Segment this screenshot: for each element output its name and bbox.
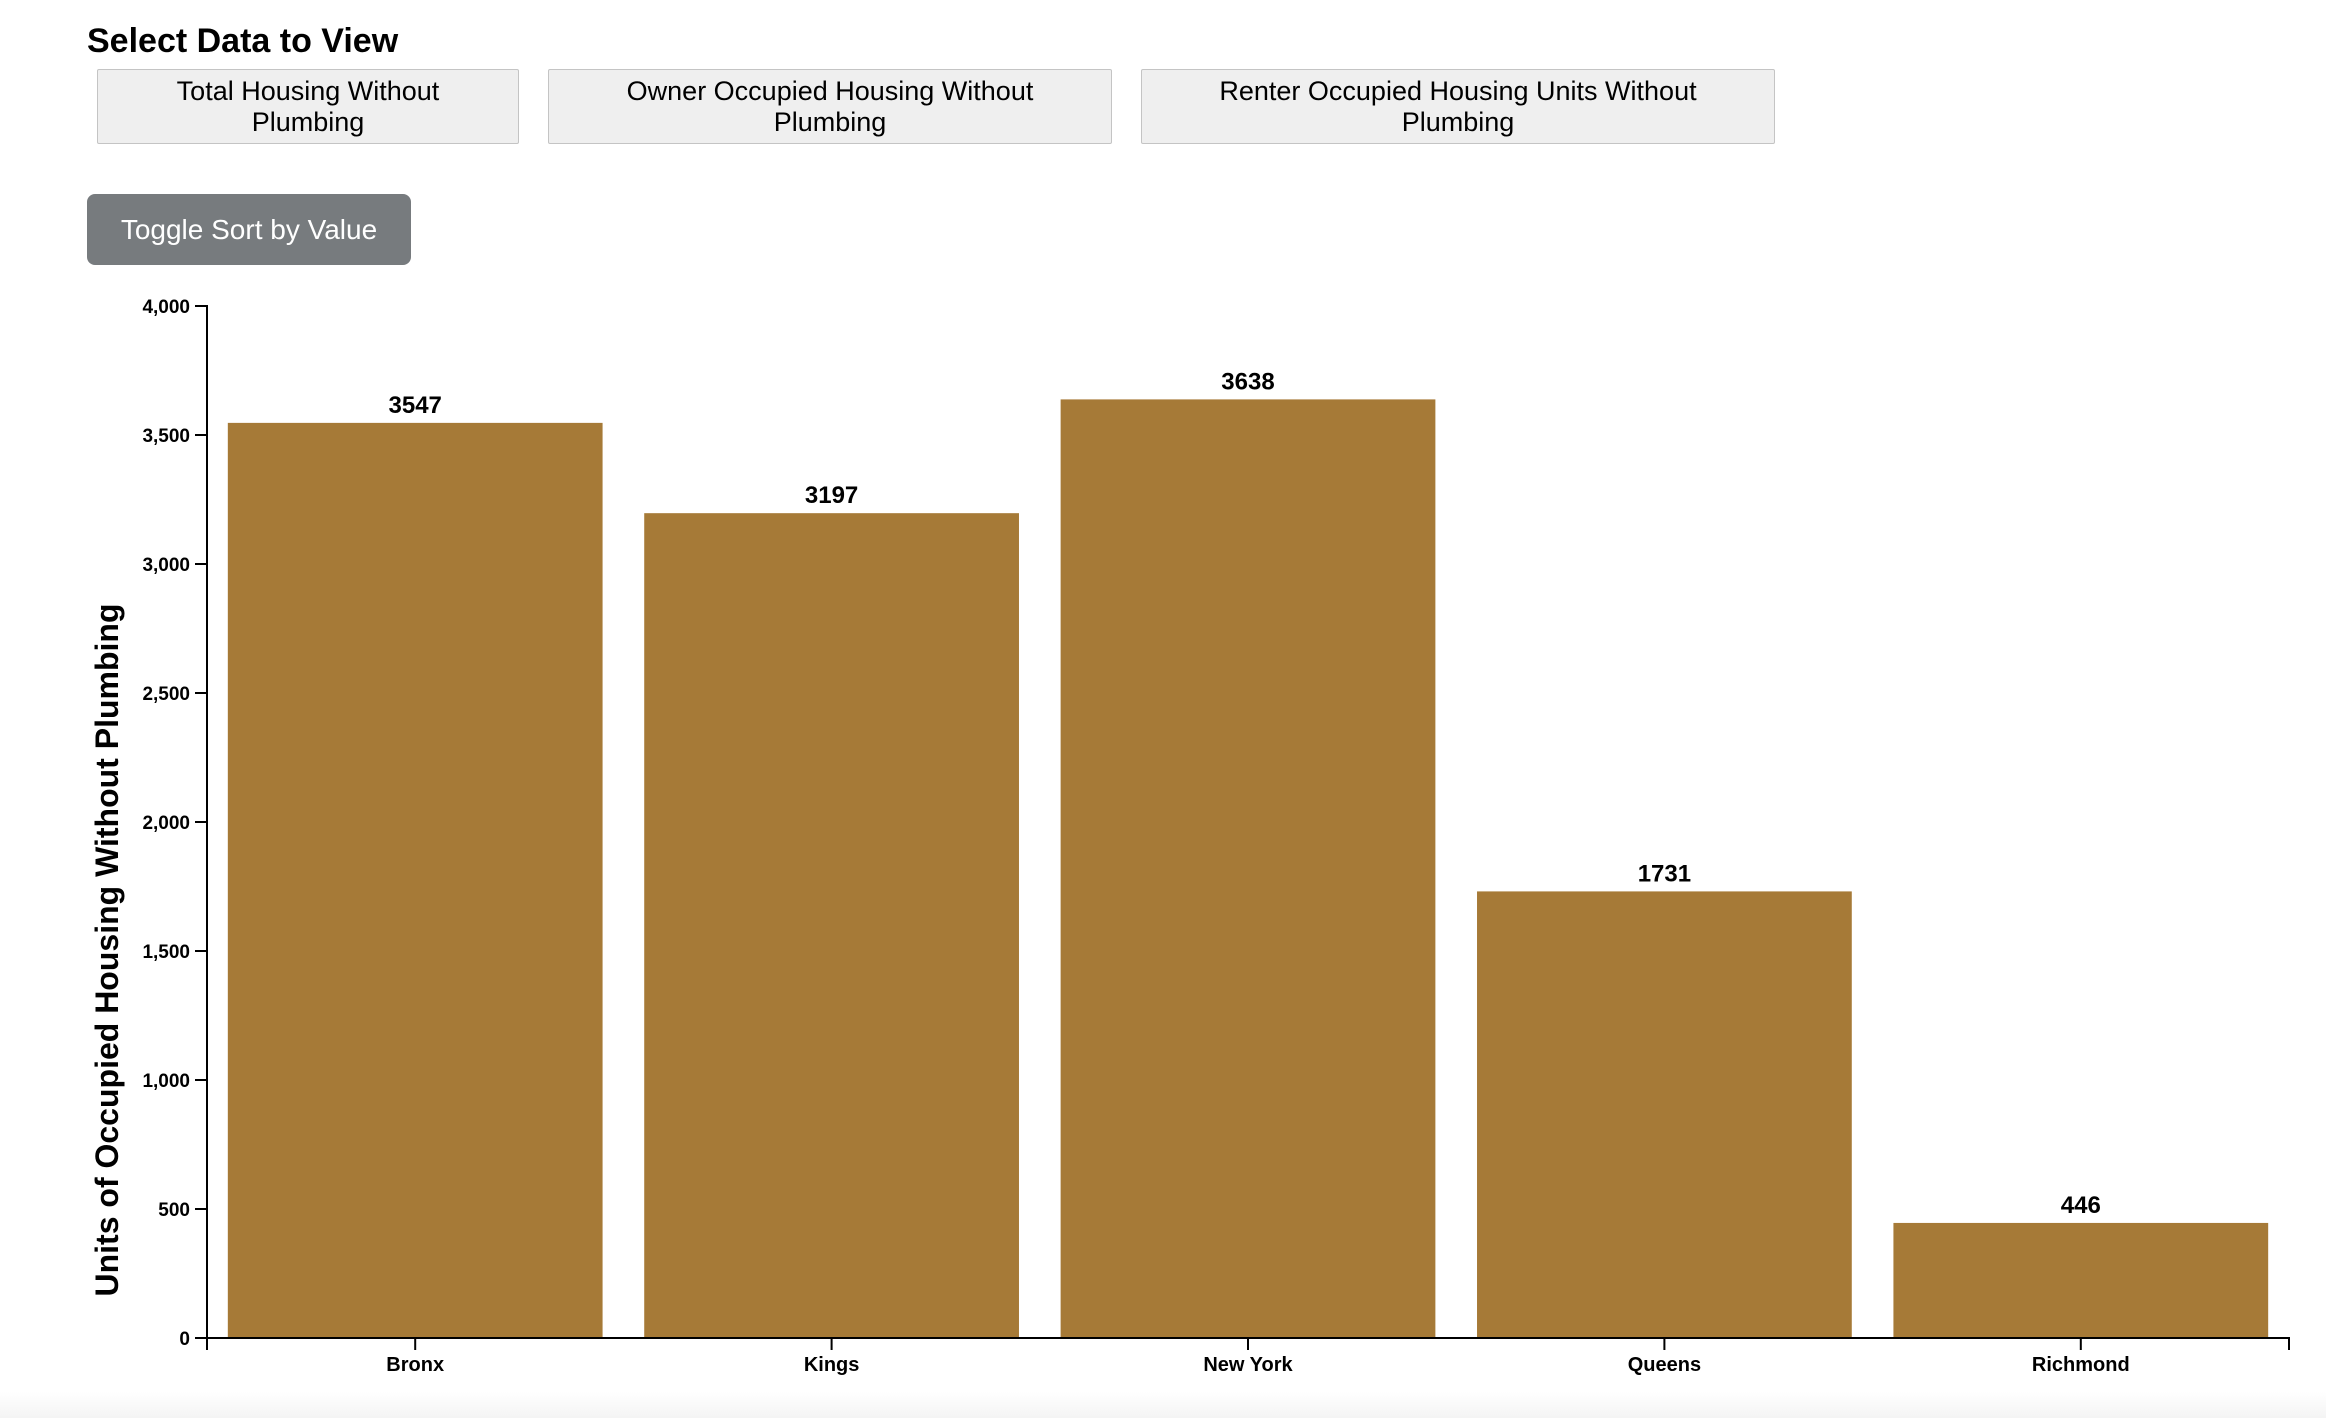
y-tick-label: 4,000 (142, 297, 190, 318)
data-label: 446 (2061, 1192, 2101, 1219)
bar-richmond (1893, 1222, 2269, 1338)
y-tick-label: 2,500 (142, 684, 190, 705)
y-tick-label: 2,000 (142, 813, 190, 834)
page-title: Select Data to View (87, 22, 399, 60)
x-tick-label: Kings (804, 1354, 860, 1376)
x-tick-label: New York (1203, 1354, 1293, 1376)
data-label: 3547 (389, 392, 442, 419)
data-label: 3638 (1221, 368, 1274, 395)
bar-bronx (227, 422, 603, 1338)
y-tick-label: 500 (158, 1200, 190, 1221)
y-axis-title: Units of Occupied Housing Without Plumbi… (89, 604, 125, 1297)
x-tick-label: Richmond (2032, 1354, 2130, 1376)
data-label: 3197 (805, 482, 858, 509)
toggle-sort-button[interactable]: Toggle Sort by Value (87, 194, 411, 265)
y-tick-label: 3,500 (142, 426, 190, 447)
bar-queens (1477, 891, 1852, 1338)
page-bottom-edge (0, 1392, 2326, 1418)
data-label: 1731 (1638, 860, 1691, 887)
x-tick-label: Queens (1628, 1354, 1701, 1376)
bar-kings (644, 513, 1019, 1338)
y-tick-label: 3,000 (142, 555, 190, 576)
total-housing-button[interactable]: Total Housing Without Plumbing (97, 69, 519, 144)
y-tick-label: 1,500 (142, 942, 190, 963)
bar-new-york (1060, 399, 1436, 1338)
y-tick-label: 0 (179, 1329, 190, 1350)
renter-occupied-button[interactable]: Renter Occupied Housing Units Without Pl… (1141, 69, 1775, 144)
x-tick-label: Bronx (386, 1354, 444, 1376)
owner-occupied-button[interactable]: Owner Occupied Housing Without Plumbing (548, 69, 1112, 144)
y-tick-label: 1,000 (142, 1071, 190, 1092)
